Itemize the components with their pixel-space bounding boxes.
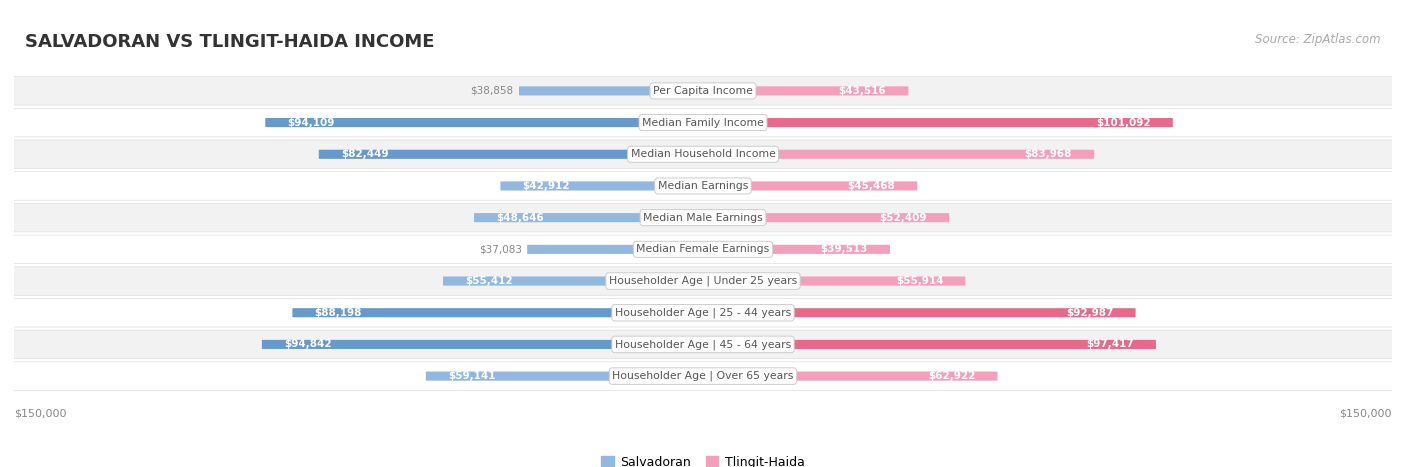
Text: $88,198: $88,198 [315,308,361,318]
FancyBboxPatch shape [697,118,1173,127]
Text: Median Household Income: Median Household Income [630,149,776,159]
Text: Source: ZipAtlas.com: Source: ZipAtlas.com [1256,33,1381,46]
FancyBboxPatch shape [697,245,890,254]
FancyBboxPatch shape [527,245,709,254]
FancyBboxPatch shape [262,340,709,349]
Text: $48,646: $48,646 [496,212,544,223]
Text: $94,842: $94,842 [284,340,332,349]
Text: $150,000: $150,000 [14,409,66,418]
Text: $45,468: $45,468 [848,181,896,191]
Text: $101,092: $101,092 [1097,118,1150,127]
FancyBboxPatch shape [697,372,997,381]
FancyBboxPatch shape [426,372,709,381]
Text: $150,000: $150,000 [1340,409,1392,418]
Text: $59,141: $59,141 [449,371,495,381]
FancyBboxPatch shape [292,308,709,317]
FancyBboxPatch shape [0,204,1406,232]
Text: Median Earnings: Median Earnings [658,181,748,191]
Text: Householder Age | Over 65 years: Householder Age | Over 65 years [612,371,794,382]
Text: Per Capita Income: Per Capita Income [652,86,754,96]
FancyBboxPatch shape [697,308,1136,317]
Text: Householder Age | 45 - 64 years: Householder Age | 45 - 64 years [614,339,792,350]
Text: SALVADORAN VS TLINGIT-HAIDA INCOME: SALVADORAN VS TLINGIT-HAIDA INCOME [25,33,434,51]
FancyBboxPatch shape [0,235,1406,263]
Text: $62,922: $62,922 [928,371,976,381]
FancyBboxPatch shape [697,181,917,191]
Text: Median Female Earnings: Median Female Earnings [637,244,769,255]
FancyBboxPatch shape [697,276,966,286]
Text: $38,858: $38,858 [471,86,513,96]
FancyBboxPatch shape [266,118,709,127]
FancyBboxPatch shape [697,86,908,95]
Text: $37,083: $37,083 [478,244,522,255]
FancyBboxPatch shape [443,276,709,286]
Text: Median Family Income: Median Family Income [643,118,763,127]
Text: $42,912: $42,912 [523,181,569,191]
Text: $43,516: $43,516 [839,86,886,96]
Text: $97,417: $97,417 [1087,340,1133,349]
FancyBboxPatch shape [697,150,1094,159]
Text: $94,109: $94,109 [287,118,335,127]
FancyBboxPatch shape [0,140,1406,169]
FancyBboxPatch shape [0,330,1406,359]
FancyBboxPatch shape [0,77,1406,105]
FancyBboxPatch shape [0,362,1406,390]
FancyBboxPatch shape [501,181,709,191]
FancyBboxPatch shape [0,298,1406,327]
FancyBboxPatch shape [319,150,709,159]
Text: $83,968: $83,968 [1025,149,1073,159]
Legend: Salvadoran, Tlingit-Haida: Salvadoran, Tlingit-Haida [602,456,804,467]
Text: Householder Age | Under 25 years: Householder Age | Under 25 years [609,276,797,286]
Text: Median Male Earnings: Median Male Earnings [643,212,763,223]
FancyBboxPatch shape [697,340,1156,349]
Text: Householder Age | 25 - 44 years: Householder Age | 25 - 44 years [614,307,792,318]
FancyBboxPatch shape [519,86,709,95]
FancyBboxPatch shape [0,172,1406,200]
Text: $55,914: $55,914 [896,276,943,286]
Text: $55,412: $55,412 [465,276,513,286]
Text: $92,987: $92,987 [1066,308,1114,318]
FancyBboxPatch shape [0,108,1406,137]
Text: $52,409: $52,409 [880,212,927,223]
FancyBboxPatch shape [0,267,1406,295]
Text: $39,513: $39,513 [821,244,868,255]
FancyBboxPatch shape [474,213,709,222]
FancyBboxPatch shape [697,213,949,222]
Text: $82,449: $82,449 [340,149,388,159]
